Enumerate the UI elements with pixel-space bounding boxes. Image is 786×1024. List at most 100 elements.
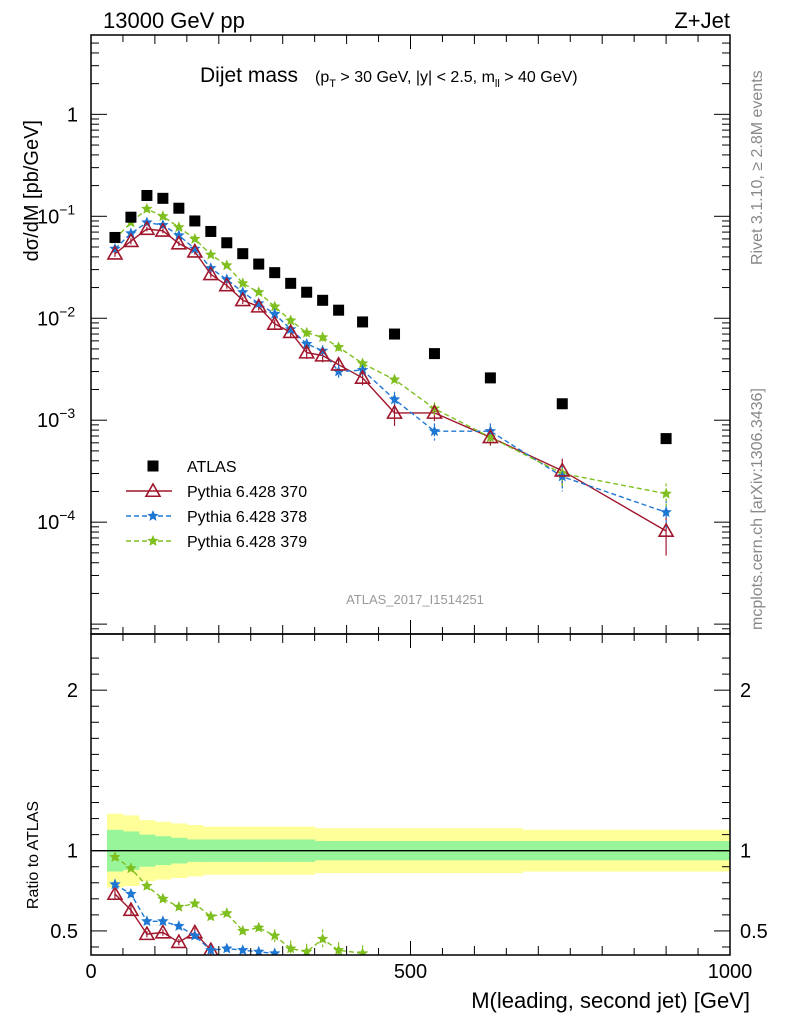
ratio-panel-bands [91,813,731,888]
ratio-point [301,945,313,955]
data-point [285,277,297,289]
data-point [428,425,441,437]
ratio-point [109,851,121,862]
ratio-point [205,910,217,922]
ratio-point [189,929,201,941]
data-point [221,259,233,271]
data-point [237,277,249,289]
data-point [138,220,156,236]
analysis-id: ATLAS_2017_I1514251 [346,592,484,607]
data-point [660,487,672,499]
data-point [221,237,233,249]
ratio-point [109,878,121,890]
legend-label: Pythia 6.428 370 [187,484,307,501]
data-point [141,203,153,214]
data-point [388,373,401,385]
ratio-point [237,924,249,936]
data-point [317,294,329,306]
data-point [484,372,496,384]
data-point [333,304,345,316]
x-tick-label: 1000 [708,961,753,983]
data-point [484,431,497,443]
x-tick-label: 0 [85,961,96,983]
data-point [556,398,568,410]
plot-title: Dijet mass [200,64,298,87]
ratio-point [356,947,369,955]
ratio-point [141,915,153,927]
data-point [301,286,313,298]
data-point [186,243,204,258]
ratio-point [205,944,217,955]
data-point [298,344,316,359]
data-point [157,210,169,222]
ratio-point [141,880,153,891]
data-point [266,315,284,330]
ratio-point [170,933,188,949]
ratio-point [253,921,265,933]
legend-marker [144,482,162,498]
data-point [234,291,252,307]
data-point [250,298,268,313]
data-point [269,308,281,319]
data-point [269,267,281,279]
ratio-point [173,920,185,931]
data-point [357,316,369,328]
main-panel-frame: 10−410−310−210−11 [37,34,731,635]
ratio-series-line [114,856,363,955]
data-point [237,248,249,260]
ratio-ylabel: Ratio to ATLAS [25,801,42,909]
y-tick-label: 10−3 [37,405,75,432]
ratio-point [253,945,265,955]
data-point [189,215,201,227]
y-tick-label-exponent: −2 [59,303,75,319]
data-point [285,314,297,326]
y-tick-label-base: 10 [37,308,59,330]
data-point [316,331,329,343]
data-point [202,265,220,281]
data-point [388,393,401,405]
legend-label: ATLAS [187,459,237,476]
data-point [218,276,236,292]
data-point [237,286,249,298]
data-point [282,323,300,339]
ratio-xlabel: M(leading, second jet) [GeV] [471,988,750,1013]
data-point [332,341,345,353]
plot-title-main: Dijet mass [200,64,298,87]
ratio-point [189,897,201,909]
data-point [109,231,121,243]
ratio-point [138,925,156,941]
data-point [301,326,313,338]
header-left: 13000 GeV pp [103,8,245,33]
data-point [330,356,347,371]
data-point [356,357,369,369]
data-point [122,232,140,248]
ratio-point [125,862,137,874]
ratio-point [285,942,297,954]
plot-title-cuts: (pT > 30 GeV, |y| < 2.5, mll > 40 GeV) [315,69,578,90]
data-point [301,337,313,349]
ratio-point [221,907,233,919]
data-point [253,286,265,298]
data-point [386,404,403,419]
data-point [354,369,371,384]
ratio-point [125,888,137,899]
data-point [389,328,401,340]
ratio-point [237,944,249,955]
legend-marker [147,535,159,546]
ratio-point [157,892,169,904]
data-point [657,522,675,537]
ratio-point [269,929,281,941]
data-point [170,234,188,250]
rivet-label: Rivet 3.1.10, ≥ 2.8M events [749,70,766,265]
data-point [189,232,201,244]
ratio-point [122,901,140,917]
data-point [314,347,332,362]
main-ylabel: dσ/dM [pb/GeV] [21,120,43,261]
data-point [173,221,185,233]
ratio-frame-border [90,633,731,956]
ratio-point [316,933,329,944]
data-point [106,245,124,260]
y-tick-label: 10−1 [37,201,75,228]
data-point [332,365,345,377]
ratio-panel-frame: 0.5 0.5 1 1 2 2 0 500 1000 [50,633,768,983]
